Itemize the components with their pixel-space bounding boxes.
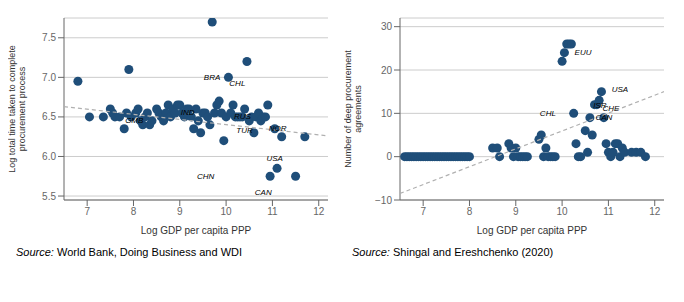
svg-text:CHL: CHL	[540, 109, 556, 118]
svg-text:8: 8	[131, 206, 137, 217]
svg-text:12: 12	[313, 206, 325, 217]
svg-text:−10: −10	[375, 195, 392, 206]
svg-text:NOR: NOR	[269, 124, 287, 133]
svg-text:BRA: BRA	[204, 73, 220, 82]
svg-text:6.0: 6.0	[42, 151, 56, 162]
html-text:Source: World Bank, Doing Busi: Source: World Bank, Doing Business and W…	[16, 246, 242, 258]
svg-text:9: 9	[513, 206, 519, 217]
html-text:Source: Shingal and Ereshchenk: Source: Shingal and Ereshchenko (2020)	[352, 246, 554, 258]
svg-text:8: 8	[467, 206, 473, 217]
svg-text:USA: USA	[612, 85, 628, 94]
svg-text:CAN: CAN	[255, 188, 272, 197]
svg-text:CHL: CHL	[229, 79, 245, 88]
svg-text:Log total time taken to comple: Log total time taken to completeprocurem…	[8, 45, 27, 173]
svg-text:11: 11	[603, 206, 614, 217]
svg-text:CAN: CAN	[595, 113, 612, 122]
svg-text:RUS: RUS	[234, 112, 252, 121]
svg-text:Number of deep procurementagre: Number of deep procurementagreements	[344, 50, 363, 168]
svg-text:12: 12	[649, 206, 661, 217]
svg-text:7: 7	[420, 206, 426, 217]
svg-text:Log GDP per capita PPP: Log GDP per capita PPP	[141, 225, 252, 236]
svg-text:EUU: EUU	[575, 48, 592, 57]
svg-text:10: 10	[221, 206, 233, 217]
svg-text:USA: USA	[266, 154, 282, 163]
svg-text:9: 9	[177, 206, 183, 217]
svg-text:0: 0	[386, 151, 392, 162]
svg-text:TUR: TUR	[236, 126, 253, 135]
svg-text:GMB: GMB	[125, 116, 144, 125]
svg-text:11: 11	[267, 206, 278, 217]
svg-text:ISR: ISR	[593, 101, 607, 110]
svg-text:10: 10	[381, 108, 393, 119]
svg-text:CHN: CHN	[197, 172, 215, 181]
svg-text:7: 7	[84, 206, 90, 217]
svg-text:IND: IND	[181, 108, 195, 117]
svg-text:5.5: 5.5	[42, 191, 56, 202]
svg-text:10: 10	[557, 206, 569, 217]
svg-text:20: 20	[381, 65, 393, 76]
svg-text:Log GDP per capita PPP: Log GDP per capita PPP	[477, 225, 588, 236]
svg-text:CHE: CHE	[602, 104, 620, 113]
svg-text:6.5: 6.5	[42, 111, 56, 122]
svg-text:7.0: 7.0	[42, 72, 56, 83]
svg-text:30: 30	[381, 21, 393, 32]
svg-text:7.5: 7.5	[42, 32, 56, 43]
